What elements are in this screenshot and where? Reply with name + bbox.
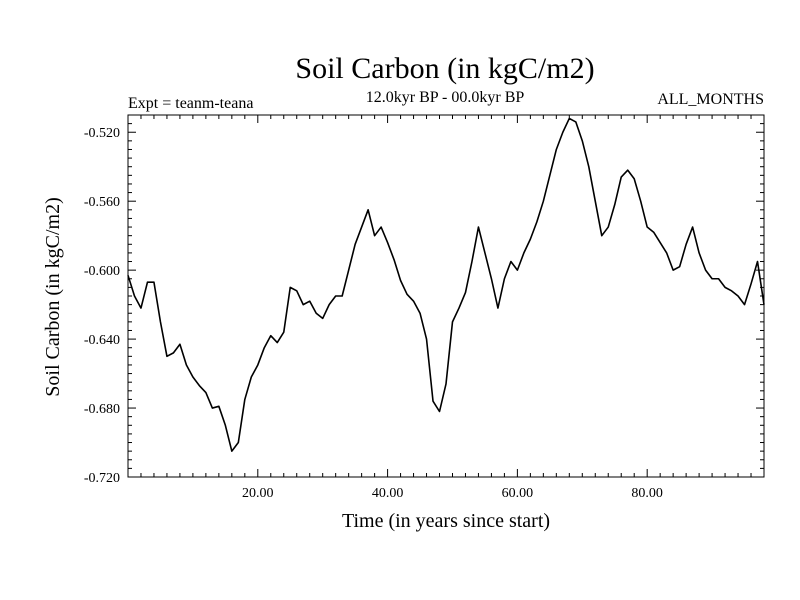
- plot-frame: [127, 114, 765, 478]
- x-tick-label: 80.00: [631, 486, 663, 501]
- chart-subtitle: 12.0kyr BP - 00.0kyr BP: [366, 89, 525, 106]
- y-tick-label: -0.600: [84, 264, 120, 279]
- x-axis-title: Time (in years since start): [342, 510, 550, 532]
- soil-carbon-series-line: [127, 117, 765, 452]
- x-tick-label: 40.00: [372, 486, 404, 501]
- chart-title: Soil Carbon (in kgC/m2): [295, 52, 594, 85]
- y-tick-label: -0.560: [84, 195, 120, 210]
- plot-border: [127, 114, 765, 478]
- months-label: ALL_MONTHS: [657, 91, 764, 108]
- y-tick-label: -0.520: [84, 126, 120, 141]
- x-tick-label: 60.00: [502, 486, 534, 501]
- y-tick-label: -0.680: [84, 402, 120, 417]
- x-tick-label: 20.00: [242, 486, 274, 501]
- experiment-label: Expt = teanm-teana: [128, 95, 253, 112]
- y-tick-label: -0.640: [84, 333, 120, 348]
- series-layer: [127, 117, 765, 452]
- x-axis: 20.00 40.00 60.00 80.00: [127, 115, 765, 501]
- y-axis: -0.520 -0.560 -0.600 -0.640 -0.680 -0.720: [84, 114, 764, 486]
- y-axis-title: Soil Carbon (in kgC/m2): [42, 197, 64, 396]
- y-tick-label: -0.720: [84, 471, 120, 486]
